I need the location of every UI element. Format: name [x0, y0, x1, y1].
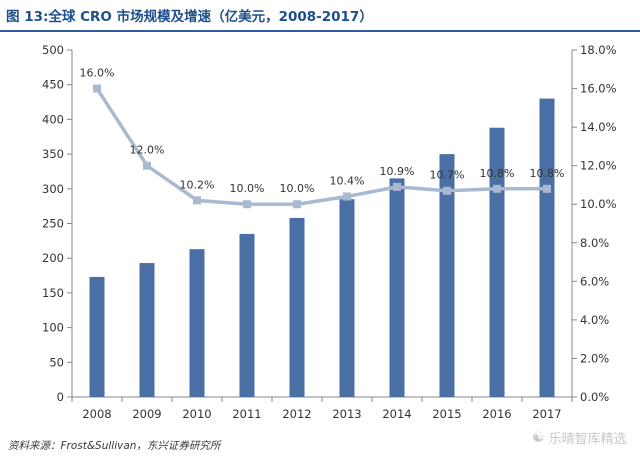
y-right-tick-label: 12.0% [580, 159, 617, 173]
y-left-tick-label: 250 [42, 217, 64, 231]
x-tick-label: 2012 [282, 407, 311, 421]
line-marker [543, 184, 551, 193]
line-marker [443, 186, 451, 195]
bar [189, 249, 205, 397]
y-right-tick-label: 10.0% [580, 197, 617, 211]
wechat-icon: ☯ [532, 429, 545, 446]
x-tick-label: 2017 [532, 407, 561, 421]
line-marker [293, 200, 301, 209]
y-right-tick-label: 2.0% [580, 351, 609, 365]
y-right-tick-label: 6.0% [580, 274, 609, 288]
data-label: 12.0% [130, 144, 165, 157]
data-label: 10.0% [230, 182, 265, 195]
y-left-tick-label: 450 [42, 78, 64, 92]
bar [389, 178, 405, 397]
data-label: 10.0% [280, 182, 315, 195]
y-left-tick-label: 150 [42, 286, 64, 300]
title-rule [0, 30, 640, 32]
line-marker [93, 84, 101, 93]
y-right-tick-label: 16.0% [580, 82, 617, 96]
y-left-tick-label: 200 [42, 251, 64, 265]
y-right-tick-label: 8.0% [580, 236, 609, 250]
y-left-tick-label: 500 [42, 43, 64, 57]
y-left-tick-label: 350 [42, 147, 64, 161]
watermark-text: 乐晴智库精选 [548, 432, 627, 447]
line-marker [193, 196, 201, 205]
bar [89, 276, 105, 397]
x-tick-label: 2008 [82, 407, 111, 421]
y-left-tick-label: 50 [49, 355, 64, 369]
line-marker [493, 184, 501, 193]
data-label: 16.0% [80, 67, 115, 80]
y-left-tick-label: 0 [57, 390, 64, 404]
line-marker [243, 200, 251, 209]
x-tick-label: 2009 [132, 407, 161, 421]
data-label: 10.8% [480, 167, 515, 180]
data-label: 10.2% [180, 178, 215, 191]
x-tick-label: 2013 [332, 407, 361, 421]
bar [339, 199, 355, 397]
line-marker [143, 161, 151, 170]
line-marker [343, 192, 351, 201]
x-tick-label: 2014 [382, 407, 411, 421]
bar [239, 233, 255, 397]
growth-line [95, 87, 547, 206]
data-label: 10.7% [430, 169, 465, 182]
y-left-tick-label: 100 [42, 321, 64, 335]
watermark: ☯ 乐晴智库精选 [532, 428, 627, 448]
bar [539, 98, 555, 397]
data-label: 10.9% [380, 165, 415, 178]
x-tick-label: 2011 [232, 407, 261, 421]
y-right-tick-label: 4.0% [580, 313, 609, 327]
source-note: 资料来源：Frost&Sullivan，东兴证券研究所 [8, 440, 221, 452]
x-tick-label: 2010 [182, 407, 211, 421]
x-tick-label: 2015 [432, 407, 461, 421]
x-tick-label: 2016 [482, 407, 511, 421]
y-right-tick-label: 18.0% [580, 43, 617, 57]
data-label: 10.8% [530, 167, 565, 180]
y-left-tick-label: 300 [42, 182, 64, 196]
y-left-tick-label: 400 [42, 112, 64, 126]
data-label: 10.4% [330, 175, 365, 188]
bar [489, 127, 505, 397]
bar [289, 217, 305, 397]
chart-title: 图 13:全球 CRO 市场规模及增速（亿美元，2008-2017） [6, 9, 373, 25]
bar [439, 154, 455, 397]
line-marker [393, 182, 401, 191]
y-right-tick-label: 14.0% [580, 120, 617, 134]
bar [139, 263, 155, 397]
y-right-tick-label: 0.0% [580, 390, 609, 404]
